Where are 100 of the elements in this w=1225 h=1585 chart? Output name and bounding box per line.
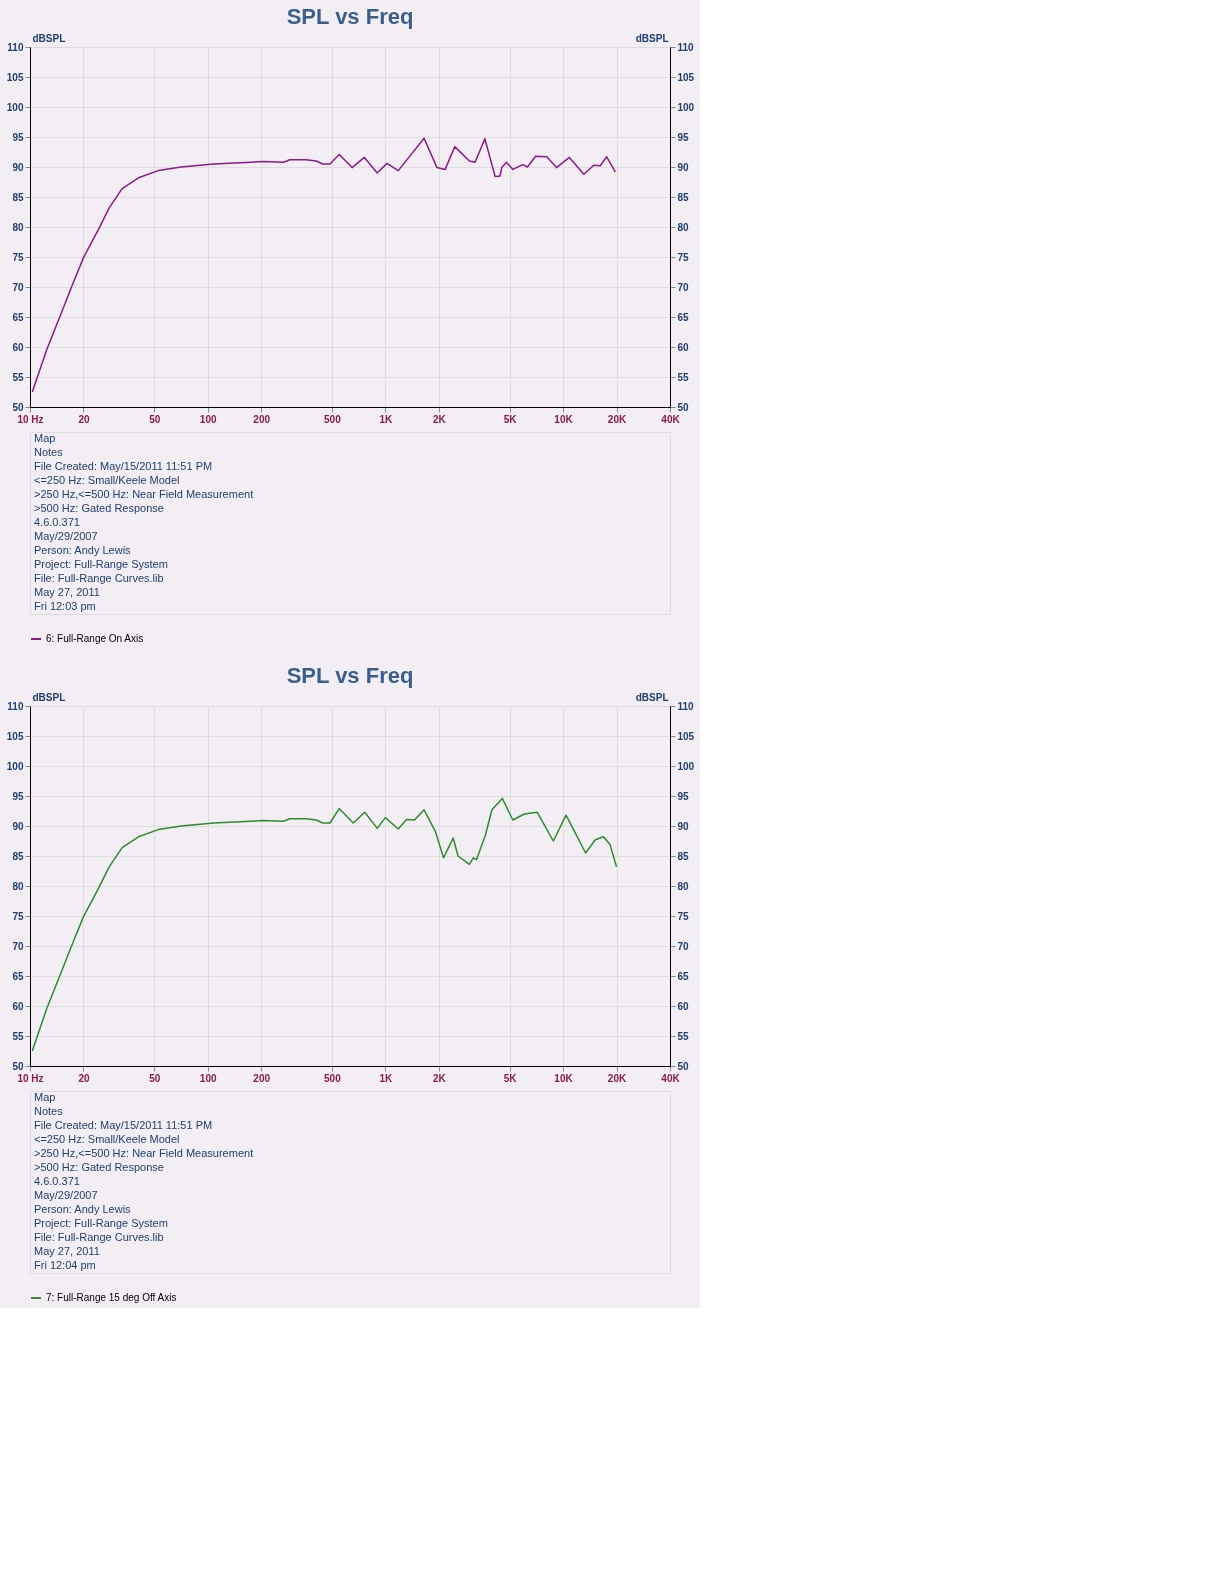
chart-title: SPL vs Freq (286, 663, 414, 688)
y2-tick-label: 60 (677, 1000, 690, 1012)
x-tick-label: 2K (432, 1072, 447, 1084)
y2-tick-label: 105 (677, 71, 695, 83)
text: File Created: May/15/2011 11:51 PM (34, 460, 213, 472)
y2-tick-label: 95 (677, 131, 690, 143)
text: May/29/2007 (34, 1189, 98, 1201)
y-tick-label: 75 (12, 910, 24, 922)
text: <=250 Hz: Small/Keele Model (34, 474, 180, 486)
y2-tick-label: 90 (677, 161, 690, 173)
text: File: Full-Range Curves.lib (34, 1231, 164, 1243)
y-tick-label: 50 (12, 401, 24, 413)
text: Project: Full-Range System (34, 558, 168, 570)
text: >250 Hz,<=500 Hz: Near Field Measurement (34, 488, 254, 500)
x-tick-label: 100 (199, 413, 217, 425)
y2-tick-label: 65 (677, 311, 690, 323)
y2-tick-label: 65 (677, 970, 690, 982)
text: Fri 12:04 pm (34, 1259, 96, 1271)
y2-tick-label: 95 (677, 790, 690, 802)
y2-tick-label: 100 (677, 101, 695, 113)
y2-tick-label: 70 (677, 281, 690, 293)
x-tick-label: 5K (503, 1072, 518, 1084)
y-tick-label: 60 (12, 341, 24, 353)
y-tick-label: 110 (7, 700, 24, 712)
y2-tick-label: 75 (677, 910, 690, 922)
text: Map (34, 432, 56, 444)
y2-axis-title: dBSPL (635, 691, 669, 703)
text: Fri 12:03 pm (34, 600, 96, 612)
text: >500 Hz: Gated Response (34, 1161, 164, 1173)
x-tick-label: 100 (199, 1072, 217, 1084)
y2-axis-title: dBSPL (635, 32, 669, 44)
y2-tick-label: 100 (677, 760, 695, 772)
x-tick-label: 20K (607, 413, 627, 425)
y2-tick-label: 110 (677, 700, 695, 712)
text: Map (34, 1091, 56, 1103)
x-tick-label: 20K (607, 1072, 627, 1084)
y-tick-label: 65 (12, 311, 24, 323)
y-tick-label: 85 (12, 191, 24, 203)
x-tick-label: 10 Hz (17, 413, 44, 425)
text: <=250 Hz: Small/Keele Model (34, 1133, 180, 1145)
y2-tick-label: 75 (677, 251, 690, 263)
text: 4.6.0.371 (34, 516, 80, 528)
y2-tick-label: 85 (677, 191, 690, 203)
y-tick-label: 105 (6, 730, 24, 742)
y2-tick-label: 80 (677, 221, 690, 233)
y2-tick-label: 50 (677, 1060, 690, 1072)
y2-tick-label: 55 (677, 371, 690, 383)
y-tick-label: 110 (7, 41, 24, 53)
x-tick-label: 20 (78, 413, 90, 425)
x-tick-label: 200 (253, 413, 271, 425)
y2-tick-label: 85 (677, 850, 690, 862)
y2-tick-label: 105 (677, 730, 695, 742)
x-tick-label: 500 (324, 413, 342, 425)
text: 4.6.0.371 (34, 1175, 80, 1187)
y2-tick-label: 60 (677, 341, 690, 353)
y-tick-label: 80 (12, 880, 24, 892)
text: May/29/2007 (34, 530, 98, 542)
y2-tick-label: 80 (677, 880, 690, 892)
text: >250 Hz,<=500 Hz: Near Field Measurement (34, 1147, 254, 1159)
y-tick-label: 100 (6, 101, 24, 113)
y-tick-label: 65 (12, 970, 24, 982)
x-tick-label: 2K (432, 413, 447, 425)
legend-label: 7: Full-Range 15 deg Off Axis (46, 1292, 177, 1303)
text: >500 Hz: Gated Response (34, 502, 164, 514)
x-tick-label: 1K (379, 413, 394, 425)
x-tick-label: 50 (149, 1072, 161, 1084)
text: Notes (34, 446, 64, 458)
y2-tick-label: 50 (677, 401, 690, 413)
y-tick-label: 85 (12, 850, 24, 862)
y-tick-label: 70 (12, 281, 24, 293)
y-tick-label: 55 (12, 1030, 24, 1042)
x-tick-label: 10K (554, 1072, 574, 1084)
x-tick-label: 10 Hz (17, 1072, 44, 1084)
x-tick-label: 1K (379, 1072, 394, 1084)
y-tick-label: 100 (6, 760, 24, 772)
y-axis-title: dBSPL (32, 32, 66, 44)
y2-tick-label: 110 (677, 41, 695, 53)
x-tick-label: 500 (324, 1072, 342, 1084)
text: File Created: May/15/2011 11:51 PM (34, 1119, 213, 1131)
y-tick-label: 70 (12, 940, 24, 952)
y-axis-title: dBSPL (32, 691, 66, 703)
text: Project: Full-Range System (34, 1217, 168, 1229)
legend-label: 6: Full-Range On Axis (46, 633, 144, 644)
x-tick-label: 40K (661, 1072, 681, 1084)
text: Notes (34, 1105, 64, 1117)
y-tick-label: 60 (12, 1000, 24, 1012)
x-tick-label: 40K (661, 413, 681, 425)
y-tick-label: 75 (12, 251, 24, 263)
text: May 27, 2011 (34, 586, 100, 598)
x-tick-label: 50 (149, 413, 161, 425)
y2-tick-label: 55 (677, 1030, 690, 1042)
x-tick-label: 10K (554, 413, 574, 425)
y-tick-label: 80 (12, 221, 24, 233)
x-tick-label: 20 (78, 1072, 90, 1084)
x-tick-label: 200 (253, 1072, 271, 1084)
y2-tick-label: 90 (677, 820, 690, 832)
y-tick-label: 90 (12, 820, 24, 832)
text: Person: Andy Lewis (34, 544, 132, 556)
y-tick-label: 55 (12, 371, 24, 383)
chart-title: SPL vs Freq (286, 4, 414, 29)
